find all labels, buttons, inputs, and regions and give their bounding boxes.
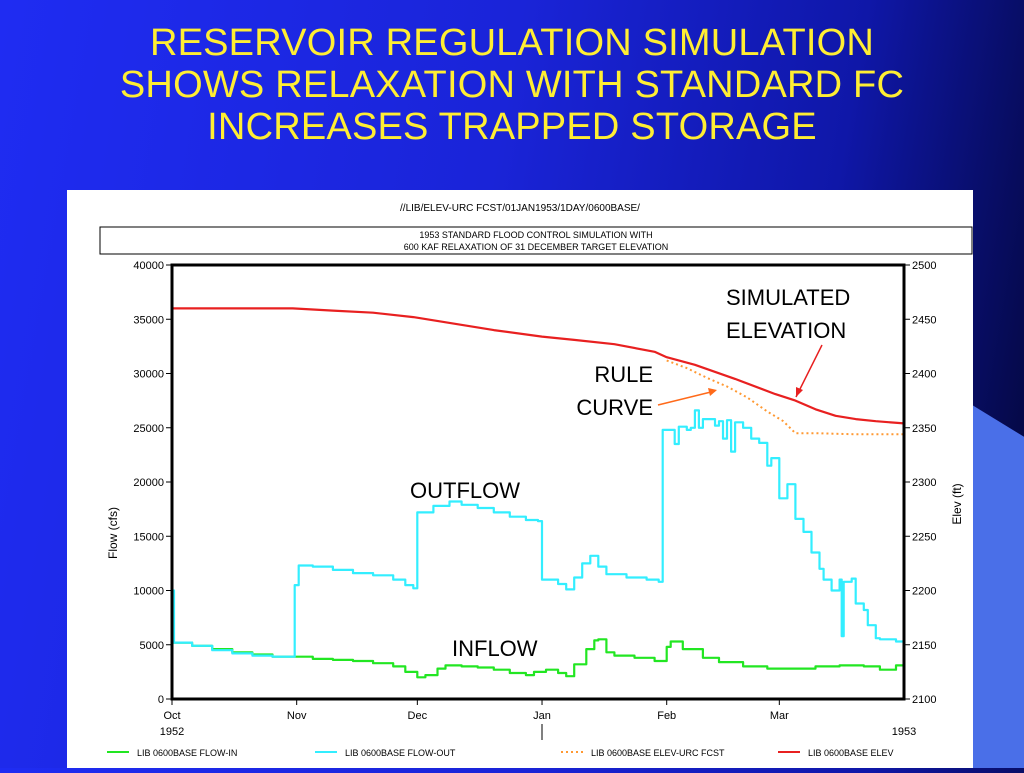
chart-panel: //LIB/ELEV-URC FCST/01JAN1953/1DAY/0600B… [67,190,973,768]
decorative-corner-shape [964,400,1024,768]
annotation-simulated-elevation-text-2: ELEVATION [726,318,846,343]
annotation-rule-curve: RULE CURVE [576,362,717,420]
chart-svg: //LIB/ELEV-URC FCST/01JAN1953/1DAY/0600B… [99,203,973,758]
y-tick-label: 15000 [133,531,164,543]
y2-tick-label: 2150 [912,640,936,652]
slide-title-line-1: RESERVOIR REGULATION SIMULATION [149,22,875,64]
annotation-inflow: INFLOW [452,636,538,661]
annotation-simulated-elevation: SIMULATED ELEVATION [726,285,850,398]
y2-tick-label: 2300 [912,477,936,489]
year-label: 1952 [160,726,184,738]
legend-label-3: LIB 0600BASE ELEV [808,748,894,758]
x-tick-label: Oct [163,710,180,722]
series-line-2 [666,359,904,436]
year-label: 1953 [892,726,916,738]
y2-tick-label: 2250 [912,531,936,543]
x-tick-label: Dec [408,710,428,722]
y-tick-label: 20000 [133,477,164,489]
axis-layer: 0 5000 10000 15000 20000 25000 30000 35000 40000… [133,260,936,738]
annotation-simulated-elevation-text: SIMULATED [726,285,850,310]
chart-path-label: //LIB/ELEV-URC FCST/01JAN1953/1DAY/0600B… [400,203,640,214]
arrowhead-icon [708,388,717,396]
annotation-rule-curve-text-2: CURVE [576,395,653,420]
y-tick-label: 35000 [133,314,164,326]
chart-subtitle-line-2: 600 KAF RELAXATION OF 31 DECEMBER TARGET… [404,242,669,252]
slide-title-line-3: INCREASES TRAPPED STORAGE [207,106,817,148]
series-line-0 [172,638,906,679]
legend-label-2: LIB 0600BASE ELEV-URC FCST [591,748,725,758]
chart-subtitle-line-1: 1953 STANDARD FLOOD CONTROL SIMULATION W… [419,230,652,240]
arrowhead-icon [796,387,803,397]
y2-tick-label: 2100 [912,694,936,706]
legend-label-1: LIB 0600BASE FLOW-OUT [345,748,456,758]
legend: LIB 0600BASE FLOW-IN LIB 0600BASE FLOW-OU… [107,748,894,758]
y-tick-label: 40000 [133,260,164,272]
y2-tick-label: 2400 [912,369,936,381]
y2-axis-label: Elev (ft) [950,483,964,524]
slide-title-line-2: SHOWS RELAXATION WITH STANDARD FC [119,64,905,106]
y-axis-label: Flow (cfs) [106,507,120,559]
x-tick-label: Jan [533,710,551,722]
y2-tick-label: 2350 [912,423,936,435]
y2-tick-label: 2200 [912,586,936,598]
x-tick-label: Mar [770,710,789,722]
x-tick-label: Feb [657,710,676,722]
series-line-3 [172,307,905,425]
y-tick-label: 25000 [133,423,164,435]
x-tick-label: Nov [287,710,307,722]
y-tick-label: 10000 [133,586,164,598]
annotation-outflow: OUTFLOW [410,478,520,503]
plot-frame [170,263,906,701]
y-tick-label: 0 [158,694,164,706]
annotation-rule-curve-text: RULE [594,362,653,387]
annotation-rule-curve-arrow [657,390,716,406]
legend-label-0: LIB 0600BASE FLOW-IN [137,748,237,758]
slide-title: RESERVOIR REGULATION SIMULATION SHOWS RE… [60,22,964,148]
series-line-1 [172,409,906,658]
annotation-simulated-elevation-arrow [795,344,823,398]
y-tick-label: 5000 [140,640,164,652]
series-layer [172,307,906,679]
y2-tick-label: 2450 [912,314,936,326]
y2-tick-label: 2500 [912,260,936,272]
y-tick-label: 30000 [133,369,164,381]
chart-subtitle-box [99,226,973,255]
